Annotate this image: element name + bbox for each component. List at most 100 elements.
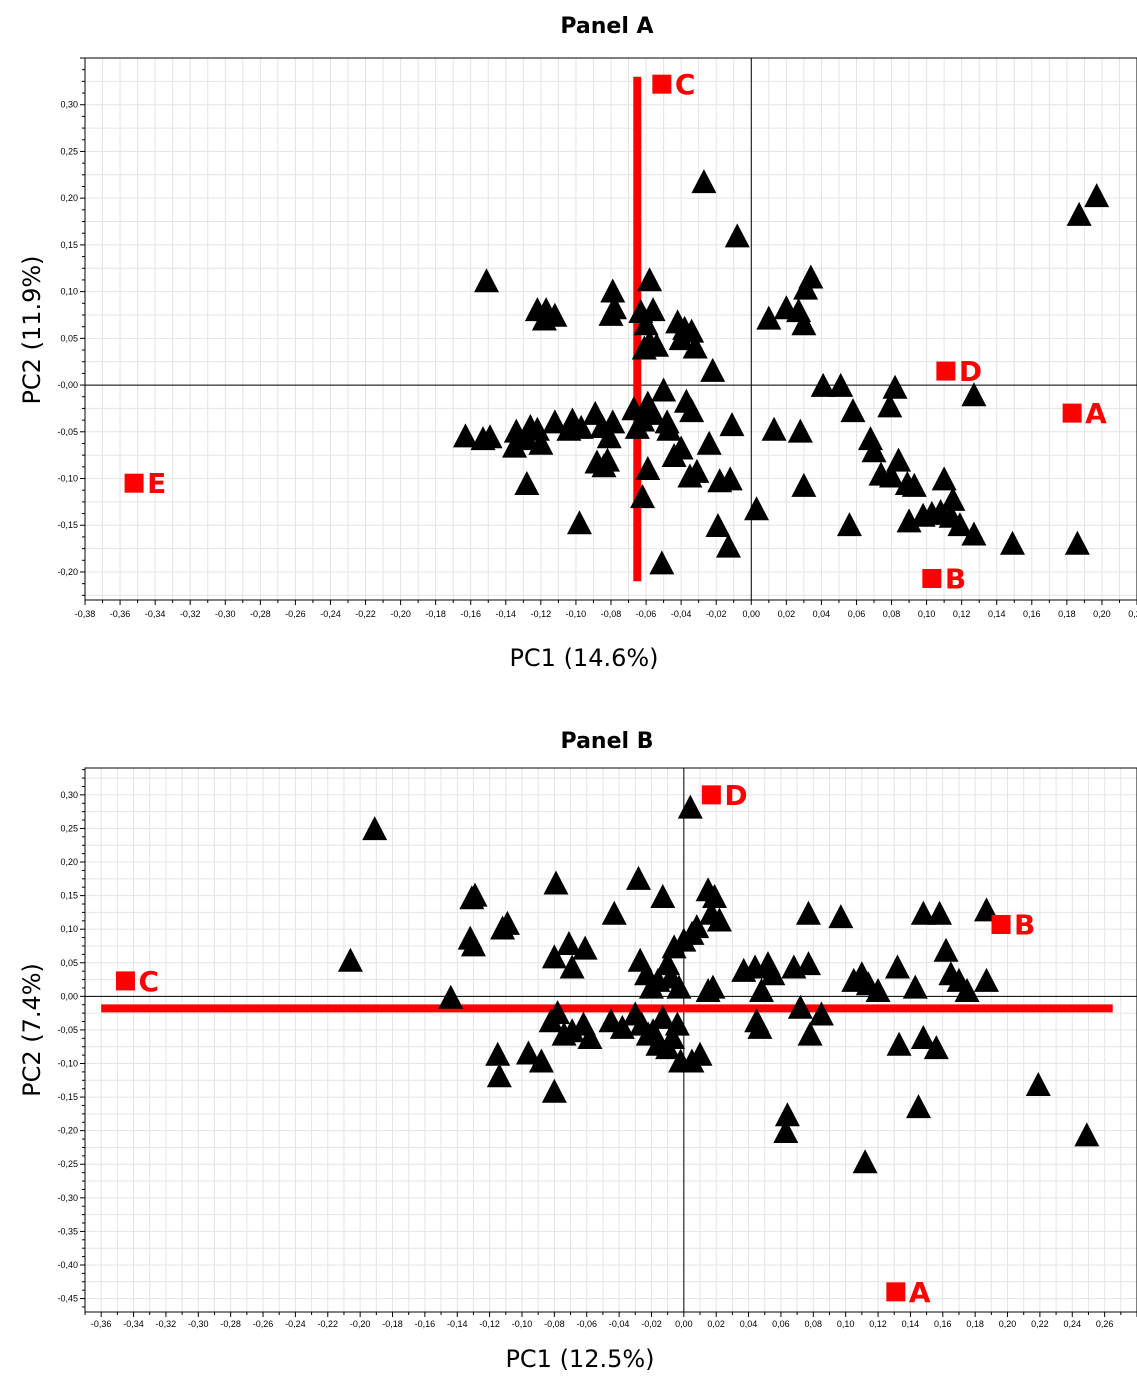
panel-b-marker-label-a: A [909, 1276, 931, 1309]
panel-a-triangle-point [883, 375, 908, 399]
panel-a-x-tick-label: 0,08 [883, 609, 901, 619]
panel-b-marker-square-a [886, 1282, 905, 1301]
panel-b-title: Panel B [561, 729, 654, 754]
panel-b-y-tick-label: -0,25 [57, 1159, 78, 1169]
panel-b-x-tick-label: 0,06 [772, 1319, 790, 1329]
panel-b-y-tick-label: 0,05 [60, 958, 78, 968]
panel-b-x-tick-label: 0,04 [740, 1319, 758, 1329]
panel-b-x-tick-label: -0,12 [479, 1319, 500, 1329]
panel-b-x-tick-label: -0,16 [415, 1319, 436, 1329]
panel-a-triangle-point [725, 223, 750, 247]
panel-a-x-tick-label: -0,16 [460, 609, 481, 619]
panel-a-triangle-point [474, 268, 499, 292]
panel-b-x-tick-label: -0,36 [91, 1319, 112, 1329]
panel-a-title: Panel A [560, 14, 653, 39]
panel-a-triangle-point [514, 471, 539, 495]
panel-b-triangle-point [885, 954, 910, 978]
panel-a-marker-label-b: B [945, 563, 966, 596]
panel-a-grid [85, 58, 1137, 600]
panel-b-y-tick-label: -0,40 [57, 1260, 78, 1270]
panel-b-triangle-point [542, 1079, 567, 1103]
panel-b-marker-label-b: B [1014, 908, 1035, 941]
panel-a-triangle-point [762, 417, 787, 441]
panel-a-triangle-point [716, 534, 741, 558]
panel-a-marker-label-a: A [1085, 397, 1107, 430]
panel-a-y-tick-label: 0,05 [60, 333, 78, 343]
panel-a-triangle-point [840, 398, 865, 422]
panel-a-x-tick-label: -0,28 [250, 609, 271, 619]
panel-a-x-axis-label: PC1 (14.6%) [509, 644, 658, 672]
panel-b-triangle-point [485, 1042, 510, 1066]
panel-a-x-tick-label: 0,12 [953, 609, 971, 619]
panel-a-x-tick-label: -0,12 [531, 609, 552, 619]
panel-b-y-axis-label: PC2 (7.4%) [18, 963, 46, 1097]
panel-a-y-tick-label: 0,25 [60, 146, 78, 156]
panel-b-x-tick-label: 0,10 [837, 1319, 855, 1329]
panel-a-chart: Panel A PC1 (14.6%) PC2 (11.9%) -0,38 -0,… [18, 14, 1137, 672]
panel-b-y-tick-label: -0,15 [57, 1092, 78, 1102]
panel-b-x-tick-label: -0,06 [576, 1319, 597, 1329]
panel-b-y-tick-label: -0,35 [57, 1226, 78, 1236]
panel-a-triangle-point [651, 378, 676, 402]
panel-a-x-tick-label: -0,04 [671, 609, 692, 619]
panel-a-marker-square-c [652, 75, 671, 94]
panel-b-x-tick-label: -0,04 [609, 1319, 630, 1329]
panel-a-x-tick-label: -0,34 [145, 609, 166, 619]
panel-b-triangle-point [463, 883, 488, 907]
panel-a-x-tick-label: -0,14 [496, 609, 517, 619]
panel-a-triangle-point [649, 550, 674, 574]
panel-b-x-tick-label: 0,26 [1096, 1319, 1114, 1329]
panel-a-y-tick-label: -0,20 [57, 567, 78, 577]
panel-b-marker-label-c: C [138, 965, 159, 998]
panel-b-x-tick-label: -0,34 [123, 1319, 144, 1329]
panel-a-triangle-point [788, 419, 813, 443]
panel-b-x-tick-label: -0,28 [220, 1319, 241, 1329]
panel-a-x-tick-label: -0,22 [355, 609, 376, 619]
panel-b-plot-frame [85, 768, 1137, 1312]
panel-b-y-tick-label: 0,15 [60, 891, 78, 901]
panel-b-x-tick-label: 0,24 [1063, 1319, 1081, 1329]
panel-a-x-tick-label: -0,26 [285, 609, 306, 619]
panel-b-x-tick-label: -0,26 [253, 1319, 274, 1329]
panel-a-x-tick-label: -0,02 [706, 609, 727, 619]
panel-b-y-tick-label: -0,30 [57, 1193, 78, 1203]
panel-b-x-tick-label: -0,30 [188, 1319, 209, 1329]
panel-b-marker-square-c [116, 971, 135, 990]
panel-b-triangle-point [487, 1063, 512, 1087]
panel-b-triangle-point [626, 866, 651, 890]
panel-b-y-tick-label: 0,10 [60, 924, 78, 934]
panel-a-marker-label-c: C [675, 68, 696, 101]
panel-b-x-tick-label: 0,08 [805, 1319, 823, 1329]
panel-a-triangle-point [791, 473, 816, 497]
panel-a-triangle-point [1000, 531, 1025, 555]
panel-b-x-tick-label: -0,08 [544, 1319, 565, 1329]
panel-b-triangle-point [1026, 1072, 1051, 1096]
panel-b-triangle-point [678, 795, 703, 819]
panel-b-data-points [338, 795, 1099, 1174]
panel-b-x-tick-label: 0,22 [1031, 1319, 1049, 1329]
panel-a-marker-square-a [1063, 404, 1082, 423]
panel-a-triangle-point [697, 431, 722, 455]
panel-b-x-tick-label: -0,10 [512, 1319, 533, 1329]
panel-a-x-tick-label: 0,06 [848, 609, 866, 619]
panel-b-x-tick-label: 0,18 [966, 1319, 984, 1329]
panel-a-triangle-point [744, 496, 769, 520]
panel-a-y-tick-label: 0,10 [60, 287, 78, 297]
panel-a-x-tick-label: -0,24 [320, 609, 341, 619]
panel-a-x-tick-label: -0,18 [425, 609, 446, 619]
panel-a-x-tick-label: 0,16 [1023, 609, 1041, 619]
panel-b-x-tick-label: -0,20 [350, 1319, 371, 1329]
panel-a-y-tick-label: 0,20 [60, 193, 78, 203]
panel-a-y-tick-label: -0,10 [57, 474, 78, 484]
panel-a-x-tick-label: -0,36 [110, 609, 131, 619]
panel-a-data-points [453, 169, 1109, 574]
panel-b-y-tick-label: -0,20 [57, 1126, 78, 1136]
panel-b-x-tick-label: -0,18 [382, 1319, 403, 1329]
panel-a-x-tick-label: 0,14 [988, 609, 1006, 619]
panel-b-x-tick-label: 0,16 [934, 1319, 952, 1329]
panel-a-y-tick-label: 0,30 [60, 100, 78, 110]
panel-b-y-tick-label: 0,00 [60, 991, 78, 1001]
panel-b-triangle-point [906, 1094, 931, 1118]
panel-a-x-tick-label: -0,20 [390, 609, 411, 619]
